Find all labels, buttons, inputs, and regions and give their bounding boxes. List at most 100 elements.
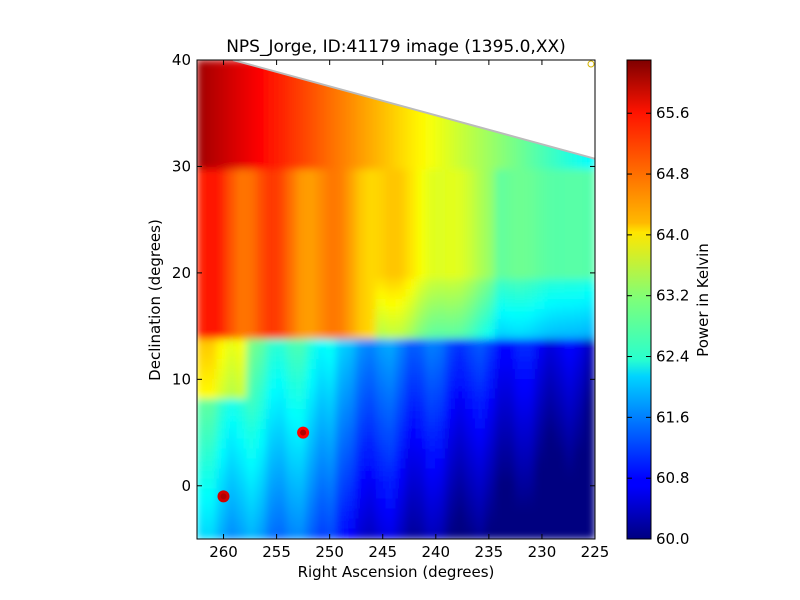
heatmap-cell [206, 239, 218, 251]
heatmap-cell [395, 478, 407, 490]
heatmap-cell [524, 169, 536, 181]
heatmap-cell [564, 508, 576, 520]
heatmap-cell [465, 328, 476, 340]
heatmap-cell [564, 408, 576, 420]
heatmap-cell [584, 209, 595, 221]
heatmap-cell [564, 438, 576, 450]
heatmap-cell [455, 338, 467, 350]
heatmap-cell [305, 328, 317, 340]
heatmap-cell [584, 348, 595, 360]
heatmap-cell [554, 239, 566, 251]
heatmap-cell [475, 518, 486, 530]
heatmap-cell [554, 478, 566, 490]
heatmap-cell [365, 398, 377, 410]
heatmap-cell [385, 219, 397, 231]
heatmap-cell [435, 159, 447, 171]
heatmap-cell [405, 209, 417, 221]
heatmap-cell [405, 139, 417, 151]
heatmap-cell [544, 398, 556, 410]
heatmap-cell [455, 129, 467, 141]
heatmap-cell [305, 508, 317, 520]
heatmap-cell [206, 388, 218, 400]
heatmap-cell [395, 508, 407, 520]
heatmap-cell [534, 309, 546, 320]
heatmap-cell [435, 239, 447, 251]
heatmap-cell [315, 398, 327, 410]
heatmap-cell [305, 159, 317, 171]
heatmap-cell [495, 259, 506, 271]
heatmap-cell [544, 219, 556, 231]
heatmap-cell [246, 468, 258, 480]
y-axis-label: Declination (degrees) [146, 219, 164, 381]
heatmap-cell [504, 458, 516, 470]
heatmap-cell [574, 428, 586, 440]
heatmap-cell [315, 149, 327, 161]
heatmap-cell [514, 219, 526, 231]
heatmap-cell [305, 418, 317, 430]
heatmap-cell [405, 448, 417, 460]
heatmap-cell [325, 458, 337, 470]
heatmap-cell [544, 408, 556, 420]
heatmap-cell [455, 368, 467, 380]
heatmap-cell [365, 199, 377, 211]
heatmap-cell [355, 189, 367, 201]
heatmap-cell [574, 179, 586, 191]
heatmap-cell [197, 408, 208, 420]
heatmap-cell [504, 189, 516, 201]
heatmap-cell [266, 269, 277, 281]
heatmap-cell [445, 378, 457, 390]
heatmap-cell [315, 159, 327, 171]
heatmap-cell [445, 358, 457, 370]
colorbar-tick-label: 61.6 [656, 408, 689, 426]
heatmap-cell [425, 398, 437, 410]
heatmap-cell [475, 179, 486, 191]
heatmap-cell [465, 249, 476, 261]
heatmap-cell [365, 348, 377, 360]
heatmap-cell [445, 279, 457, 290]
heatmap-cell [445, 269, 457, 281]
heatmap-cell [296, 378, 307, 390]
heatmap-cell [495, 149, 506, 161]
heatmap-cell [226, 388, 238, 400]
heatmap-cell [197, 528, 208, 539]
heatmap-cell [534, 468, 546, 480]
heatmap-cell [475, 189, 486, 201]
heatmap-cell [286, 358, 297, 370]
heatmap-cell [345, 528, 357, 539]
heatmap-cell [197, 508, 208, 520]
heatmap-cell [425, 428, 437, 440]
heatmap-cell [485, 358, 496, 370]
heatmap-cell [266, 79, 277, 91]
heatmap-cell [305, 239, 317, 251]
heatmap-cell [514, 319, 526, 330]
heatmap-cell [514, 458, 526, 470]
heatmap-cell [286, 109, 297, 121]
heatmap-cell [365, 458, 377, 470]
heatmap-cell [584, 388, 595, 400]
heatmap-cell [286, 348, 297, 360]
heatmap-cell [365, 149, 377, 161]
heatmap-cell [504, 319, 516, 330]
heatmap-cell [216, 438, 228, 450]
heatmap-cell [345, 149, 357, 161]
heatmap-cell [455, 259, 467, 271]
marker-circle [587, 60, 595, 68]
heatmap-cell [504, 428, 516, 440]
heatmap-cell [355, 408, 367, 420]
heatmap-cell [584, 189, 595, 201]
heatmap-cell [296, 438, 307, 450]
heatmap-cell [405, 239, 417, 251]
heatmap-cell [475, 388, 486, 400]
heatmap-cell [276, 448, 287, 460]
heatmap-cell [246, 99, 258, 111]
heatmap-cell [365, 209, 377, 221]
heatmap-cell [305, 438, 317, 450]
heatmap-cell [236, 289, 248, 300]
heatmap-cell [385, 279, 397, 290]
heatmap-cell [375, 518, 387, 530]
heatmap-cell [495, 229, 506, 241]
heatmap-cell [216, 468, 228, 480]
heatmap-cell [266, 139, 277, 151]
heatmap-cell [226, 319, 238, 330]
heatmap-cell [345, 438, 357, 450]
